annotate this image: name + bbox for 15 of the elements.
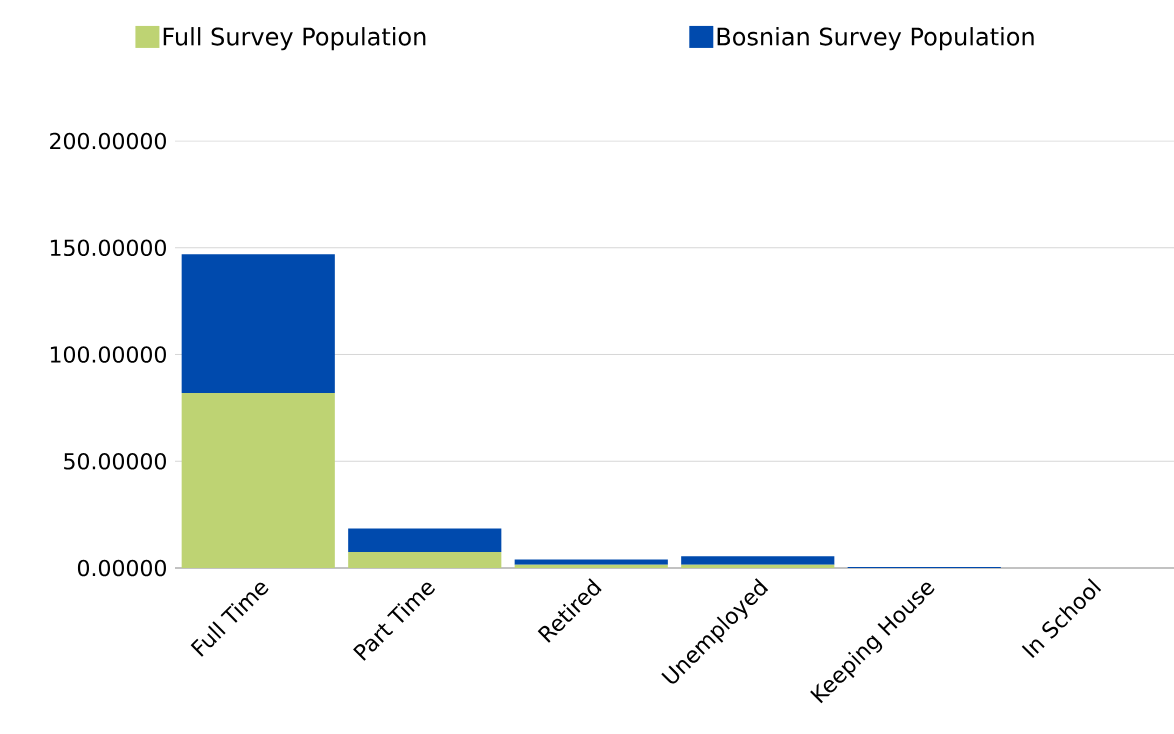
y-tick-label: 0.00000 [77, 559, 166, 577]
bar [181, 392, 335, 568]
bar [181, 254, 335, 393]
bar [514, 559, 668, 565]
y-tick-label: 50.00000 [64, 452, 166, 470]
bar [348, 551, 502, 568]
y-tick-label: 150.00000 [50, 239, 166, 257]
legend-label: Bosnian Survey Population [717, 27, 1034, 51]
bar [681, 556, 835, 565]
legend-label: Full Survey Population [163, 27, 426, 51]
bar [681, 564, 835, 568]
bar [514, 564, 668, 568]
bar [348, 528, 502, 552]
y-tick-label: 100.00000 [50, 346, 166, 363]
y-tick-label: 200.00000 [50, 132, 166, 150]
